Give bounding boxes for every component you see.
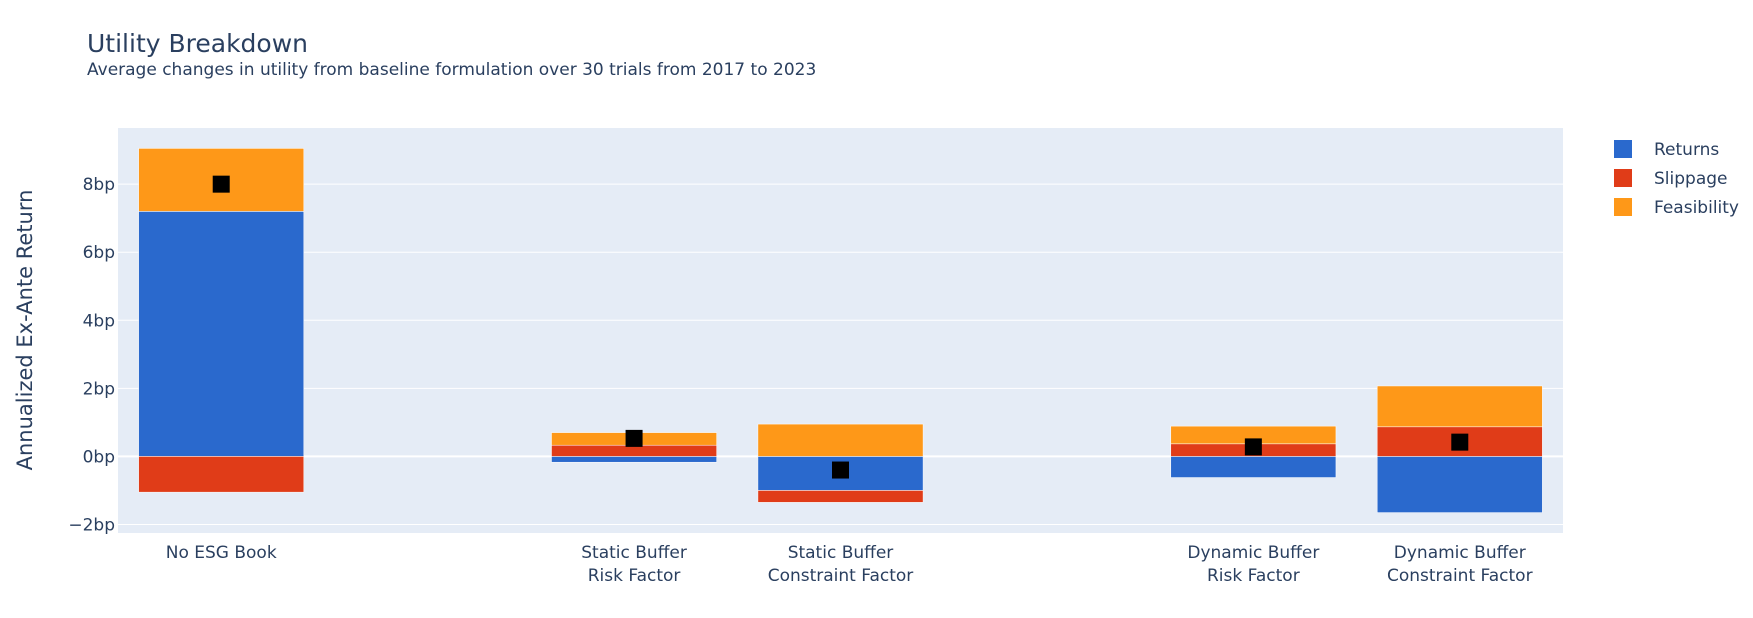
chart-title: Utility Breakdown [87, 29, 308, 58]
legend-swatch-feasibility[interactable] [1614, 198, 1632, 216]
bar-returns[interactable] [138, 211, 305, 457]
legend-label-returns[interactable]: Returns [1654, 140, 1719, 160]
legend-swatch-slippage[interactable] [1614, 169, 1632, 187]
legend-label-slippage[interactable]: Slippage [1654, 169, 1728, 189]
y-tick-label: −2bp [68, 515, 115, 535]
bar-returns[interactable] [551, 456, 717, 463]
y-tick-label: 6bp [83, 243, 115, 263]
total-marker[interactable] [1451, 433, 1469, 451]
total-marker[interactable] [625, 429, 643, 447]
x-tick-label: Dynamic Buffer [1394, 543, 1526, 563]
total-marker[interactable] [1244, 438, 1262, 456]
total-marker[interactable] [832, 461, 849, 479]
legend-swatch-returns[interactable] [1614, 140, 1632, 158]
y-tick-label: 2bp [83, 379, 115, 399]
x-tick-label: Static Buffer [581, 543, 687, 563]
chart-subtitle: Average changes in utility from baseline… [87, 60, 816, 80]
legend-label-feasibility[interactable]: Feasibility [1654, 198, 1739, 218]
x-axis-ticks: No ESG Book Static Buffer Risk Factor Stati… [166, 543, 1533, 586]
bar-feasibility[interactable] [1376, 385, 1543, 428]
bar-slippage[interactable] [757, 490, 924, 503]
y-tick-label: 8bp [83, 175, 115, 195]
total-marker[interactable] [212, 175, 230, 193]
x-tick-label: Risk Factor [588, 566, 681, 586]
y-tick-label: 0bp [83, 447, 115, 467]
y-axis-title: Annualized Ex-Ante Return [13, 190, 37, 471]
legend[interactable]: Returns Slippage Feasibility [1614, 140, 1739, 218]
x-tick-label: Dynamic Buffer [1187, 543, 1319, 563]
y-tick-label: 4bp [83, 311, 115, 331]
x-tick-label: Constraint Factor [1387, 566, 1533, 586]
bar-feasibility[interactable] [757, 423, 924, 457]
x-tick-label: Static Buffer [788, 543, 894, 563]
bar-returns[interactable] [1376, 456, 1543, 513]
x-tick-label: Risk Factor [1207, 566, 1300, 586]
bar-slippage[interactable] [138, 456, 305, 493]
total-markers [212, 175, 1469, 479]
bars [138, 148, 1543, 513]
y-axis-ticks: −2bp 0bp 2bp 4bp 6bp 8bp [68, 175, 115, 535]
x-tick-label: No ESG Book [166, 543, 277, 563]
x-tick-label: Constraint Factor [768, 566, 914, 586]
bar-returns[interactable] [1170, 456, 1337, 478]
